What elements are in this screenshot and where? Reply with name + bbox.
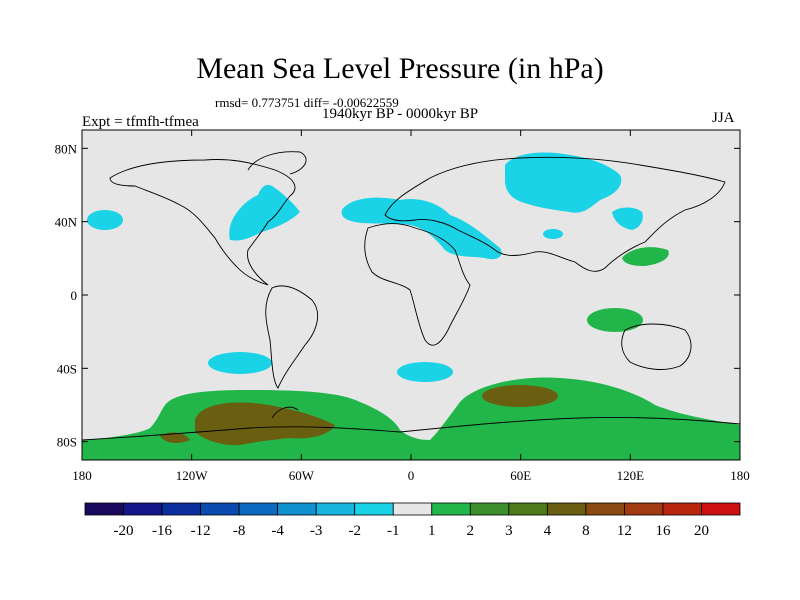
colorbar-swatch	[469, 502, 510, 516]
lat-label: 80S	[57, 435, 77, 450]
strong-positive-anomaly-regions	[160, 385, 558, 446]
coastlines	[81, 151, 741, 441]
colorbar-label: -16	[152, 523, 172, 539]
colorbar-label: -4	[271, 523, 284, 539]
colorbar-label: 2	[467, 523, 475, 539]
anomaly-region	[587, 308, 643, 332]
anomaly-region	[229, 184, 300, 241]
anomaly-region	[622, 247, 669, 266]
lat-label: 40N	[55, 215, 78, 230]
lon-label: 60W	[289, 468, 315, 483]
africa-outline	[364, 223, 471, 346]
colorbar-label: -3	[310, 523, 323, 539]
negative-anomaly-regions	[87, 152, 643, 382]
colorbar-swatch	[161, 502, 201, 516]
colorbar-swatch	[624, 502, 664, 516]
lon-label: 120W	[176, 468, 209, 483]
colorbar-swatch	[200, 502, 240, 516]
anomaly-region	[397, 362, 453, 382]
anomaly-region	[160, 432, 190, 444]
lat-label: 80N	[55, 141, 78, 156]
anomaly-region	[482, 385, 558, 407]
colorbar-swatch	[84, 502, 124, 516]
anomaly-region	[612, 207, 643, 230]
colorbar-swatch	[585, 502, 625, 516]
lon-label: 180	[730, 468, 750, 483]
season-label: JJA	[712, 110, 735, 126]
colorbar-label: 3	[505, 523, 513, 539]
anomaly-region	[87, 210, 123, 230]
colorbar-swatch	[238, 502, 279, 516]
colorbar-swatch	[123, 502, 163, 516]
antarctic-peninsula-outline	[271, 406, 299, 419]
anomaly-region	[543, 229, 563, 239]
colorbar-swatch	[701, 502, 741, 516]
colorbar-swatch	[508, 502, 548, 516]
colorbar-swatch	[662, 502, 702, 516]
antarctica-outline	[81, 417, 741, 441]
colorbar-label: -2	[348, 523, 361, 539]
colorbar-swatch	[392, 502, 433, 516]
colorbar-label: 12	[617, 523, 632, 539]
anomaly-region	[341, 197, 502, 260]
colorbar-label: -8	[233, 523, 246, 539]
north-america-outline	[109, 159, 296, 286]
colorbar-label: 20	[694, 523, 709, 539]
map-title: Mean Sea Level Pressure (in hPa)	[196, 52, 604, 85]
colorbar-swatch	[431, 502, 471, 516]
colorbar-swatch	[277, 502, 317, 516]
experiment-label: Expt = tfmfh-tfmea	[82, 114, 199, 130]
colorbar-swatch	[354, 502, 394, 516]
stats-label: rmsd= 0.773751 diff= -0.00622559	[215, 95, 399, 110]
greenland-outline	[247, 151, 307, 175]
anomaly-region	[208, 352, 272, 374]
colorbar-label: 1	[428, 523, 436, 539]
axis-ticks: 80N 40N 0 40S 80S 180 120W 60W 0 60E 120E 180	[55, 130, 750, 483]
lon-label: 120E	[617, 468, 645, 483]
colorbar-label: 16	[655, 523, 671, 539]
colorbar-label: 8	[582, 523, 590, 539]
lon-label: 0	[408, 468, 415, 483]
lat-label: 0	[71, 288, 78, 303]
colorbar-label: -12	[191, 523, 211, 539]
south-america-outline	[265, 285, 319, 389]
australia-outline	[621, 323, 692, 370]
period-label: 1940kyr BP - 0000kyr BP	[322, 106, 479, 122]
colorbar-label: -1	[387, 523, 400, 539]
anomaly-region	[505, 152, 622, 213]
lon-label: 60E	[510, 468, 531, 483]
lon-label: 180	[72, 468, 92, 483]
colorbar-swatch	[546, 502, 587, 516]
eurasia-outline	[384, 156, 726, 272]
colorbar-label: 4	[544, 523, 552, 539]
anomaly-region	[195, 402, 335, 446]
colorbar-label: -20	[114, 523, 134, 539]
lat-label: 40S	[57, 361, 77, 376]
colorbar-swatch	[315, 502, 356, 516]
colorbar: -20 -16 -12 -8 -4 -3 -2 -1 1 2 3 4 8 12 16 20	[84, 502, 741, 539]
